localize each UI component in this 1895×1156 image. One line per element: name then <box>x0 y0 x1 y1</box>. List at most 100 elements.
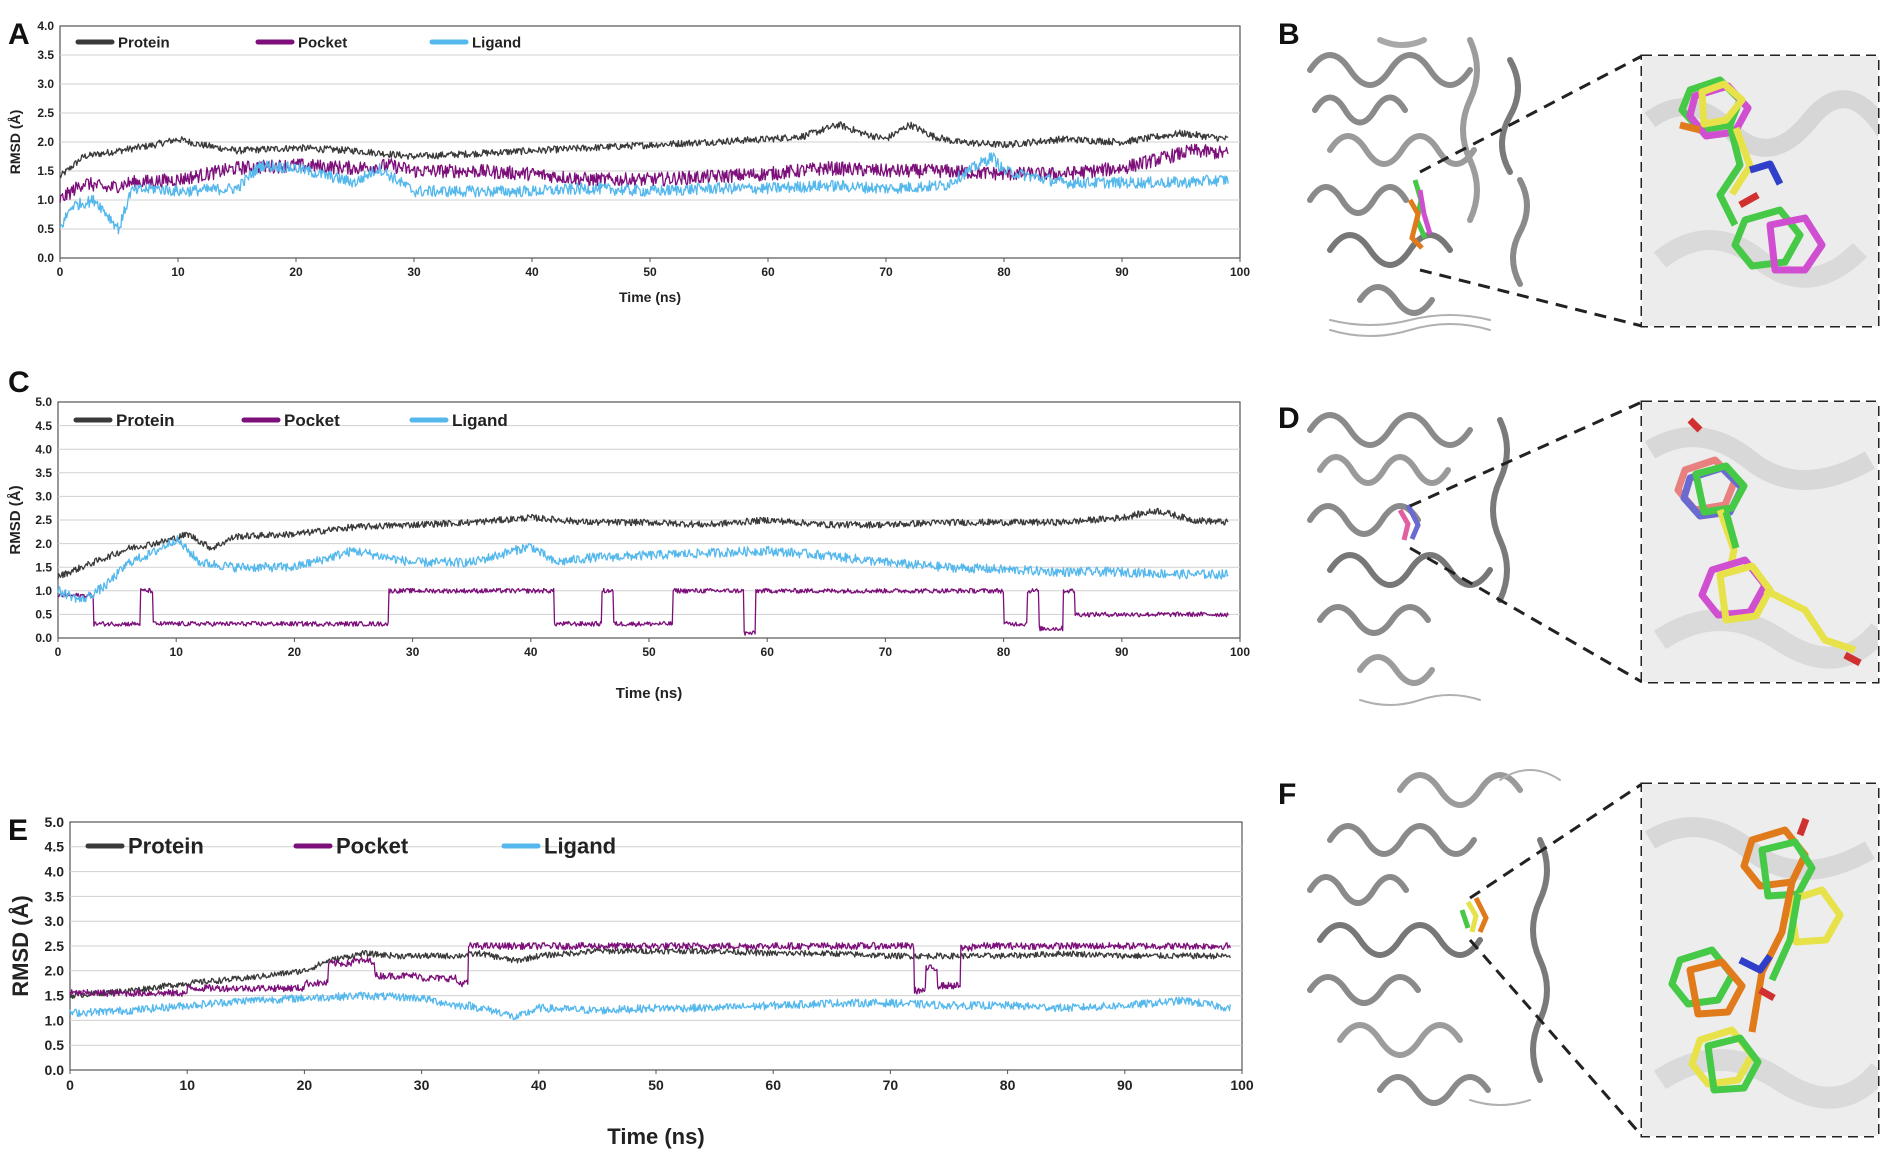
panel-letter-c: C <box>8 366 30 399</box>
series-line-protein <box>57 507 1229 580</box>
x-tick-label: 60 <box>761 645 775 659</box>
x-tick-label: 0 <box>55 645 62 659</box>
rmsd-chart-c: 0.0 0.5 1.0 1.5 2.0 2.5 3.0 3.5 4.0 4.5 5.0 0 10 20 30… <box>7 395 1250 702</box>
y-tick-label: 2.5 <box>37 106 54 120</box>
y-axis-label: RMSD (Å) <box>7 895 33 996</box>
y-tick-label: 3.0 <box>45 913 65 929</box>
x-tick-label: 50 <box>643 265 657 279</box>
ligand-pose-icon <box>1397 503 1421 541</box>
y-tick-label: 3.5 <box>45 888 65 904</box>
legend-label-protein: Protein <box>128 834 204 859</box>
x-tick-label: 40 <box>524 645 538 659</box>
legend-label-pocket: Pocket <box>298 34 347 51</box>
y-tick-label: 2.0 <box>35 537 52 551</box>
x-tick-label: 40 <box>525 265 539 279</box>
zoom-leader-b-top <box>1419 54 1643 174</box>
x-tick-label: 20 <box>289 265 303 279</box>
zoom-leader-f-top <box>1469 782 1643 900</box>
y-tick-label: 3.5 <box>37 48 54 62</box>
y-tick-label: 1.0 <box>35 584 52 598</box>
series-line-ligand <box>69 991 1231 1021</box>
x-tick-label: 0 <box>66 1077 74 1093</box>
y-tick-label: 0.5 <box>45 1037 65 1053</box>
y-tick-label: 4.0 <box>35 442 52 456</box>
rmsd-chart-a: 0.0 0.5 1.0 1.5 2.0 2.5 3.0 3.5 4.0 0 10 20 30 40 50 60… <box>7 19 1250 305</box>
panel-letter-d: D <box>1278 402 1300 435</box>
ligand-closeup-icon <box>1642 784 1878 1136</box>
x-tick-label: 20 <box>297 1077 313 1093</box>
y-tick-label: 1.5 <box>37 164 54 178</box>
x-tick-label: 10 <box>171 265 185 279</box>
x-tick-label: 50 <box>642 645 656 659</box>
x-tick-label: 80 <box>997 645 1011 659</box>
ligand-pose-icon <box>1459 896 1489 933</box>
y-tick-label: 0.0 <box>35 631 52 645</box>
y-tick-label: 5.0 <box>35 395 52 409</box>
y-tick-label: 0.5 <box>35 608 52 622</box>
legend-label-protein: Protein <box>118 34 170 51</box>
x-tick-label: 0 <box>57 265 64 279</box>
legend-label-ligand: Ligand <box>452 411 508 430</box>
x-axis-label: Time (ns) <box>619 289 681 305</box>
x-tick-label: 70 <box>883 1077 899 1093</box>
y-tick-label: 5.0 <box>45 814 65 830</box>
y-tick-label: 1.0 <box>37 193 54 207</box>
ligand-closeup-icon <box>1642 56 1878 326</box>
legend-label-pocket: Pocket <box>284 411 340 430</box>
y-tick-label: 4.0 <box>45 864 65 880</box>
zoom-leader-d-top <box>1409 400 1643 508</box>
panel-letter-b: B <box>1278 18 1300 51</box>
y-tick-label: 4.5 <box>35 419 52 433</box>
series-line-pocket <box>69 941 1231 998</box>
series-line-ligand <box>57 534 1229 603</box>
series-line-protein <box>69 947 1231 999</box>
panel-letter-f: F <box>1278 778 1296 811</box>
x-axis-label: Time (ns) <box>616 685 682 702</box>
ligand-closeup-icon <box>1642 402 1878 682</box>
series-line-pocket <box>57 587 1229 636</box>
y-tick-label: 2.0 <box>45 963 65 979</box>
y-tick-label: 0.0 <box>37 251 54 265</box>
x-tick-label: 50 <box>648 1077 664 1093</box>
series-line-ligand <box>59 152 1229 235</box>
zoom-leader-f-bottom <box>1468 939 1644 1137</box>
panel-letter-e: E <box>8 814 28 847</box>
rmsd-chart-e: 0.0 0.5 1.0 1.5 2.0 2.5 3.0 3.5 4.0 4.5 5.0 0 10 20 30… <box>7 814 1254 1149</box>
y-tick-label: 3.5 <box>35 466 52 480</box>
y-tick-label: 1.5 <box>45 988 65 1004</box>
x-tick-label: 20 <box>288 645 302 659</box>
protein-cartoon-icon <box>1307 412 1510 706</box>
x-tick-label: 10 <box>170 645 184 659</box>
series-line-protein <box>59 121 1229 179</box>
y-tick-label: 4.0 <box>37 19 54 33</box>
legend-label-pocket: Pocket <box>336 834 409 859</box>
y-tick-label: 1.0 <box>45 1012 65 1028</box>
legend-label-ligand: Ligand <box>472 34 521 51</box>
y-tick-label: 1.5 <box>35 560 52 574</box>
zoom-leader-b-bottom <box>1419 268 1643 328</box>
x-tick-label: 100 <box>1230 265 1250 279</box>
x-tick-label: 30 <box>407 265 421 279</box>
y-axis-label: RMSD (Å) <box>7 485 24 554</box>
ligand-pose-icon <box>1407 179 1433 250</box>
x-tick-label: 70 <box>879 645 893 659</box>
panel-letter-a: A <box>8 18 30 51</box>
y-tick-label: 2.5 <box>45 938 65 954</box>
x-tick-label: 30 <box>406 645 420 659</box>
y-axis-label: RMSD (Å) <box>7 110 23 175</box>
y-tick-label: 2.0 <box>37 135 54 149</box>
legend-label-protein: Protein <box>116 411 175 430</box>
x-tick-label: 90 <box>1115 265 1129 279</box>
x-axis-label: Time (ns) <box>607 1124 704 1149</box>
x-tick-label: 80 <box>1000 1077 1016 1093</box>
protein-cartoon-icon <box>1307 37 1530 337</box>
x-tick-label: 40 <box>531 1077 547 1093</box>
x-tick-label: 70 <box>879 265 893 279</box>
x-tick-label: 60 <box>761 265 775 279</box>
x-tick-label: 10 <box>179 1077 195 1093</box>
y-tick-label: 2.5 <box>35 513 52 527</box>
protein-cartoon-icon <box>1307 769 1561 1106</box>
legend-label-ligand: Ligand <box>544 834 616 859</box>
x-tick-label: 30 <box>414 1077 430 1093</box>
